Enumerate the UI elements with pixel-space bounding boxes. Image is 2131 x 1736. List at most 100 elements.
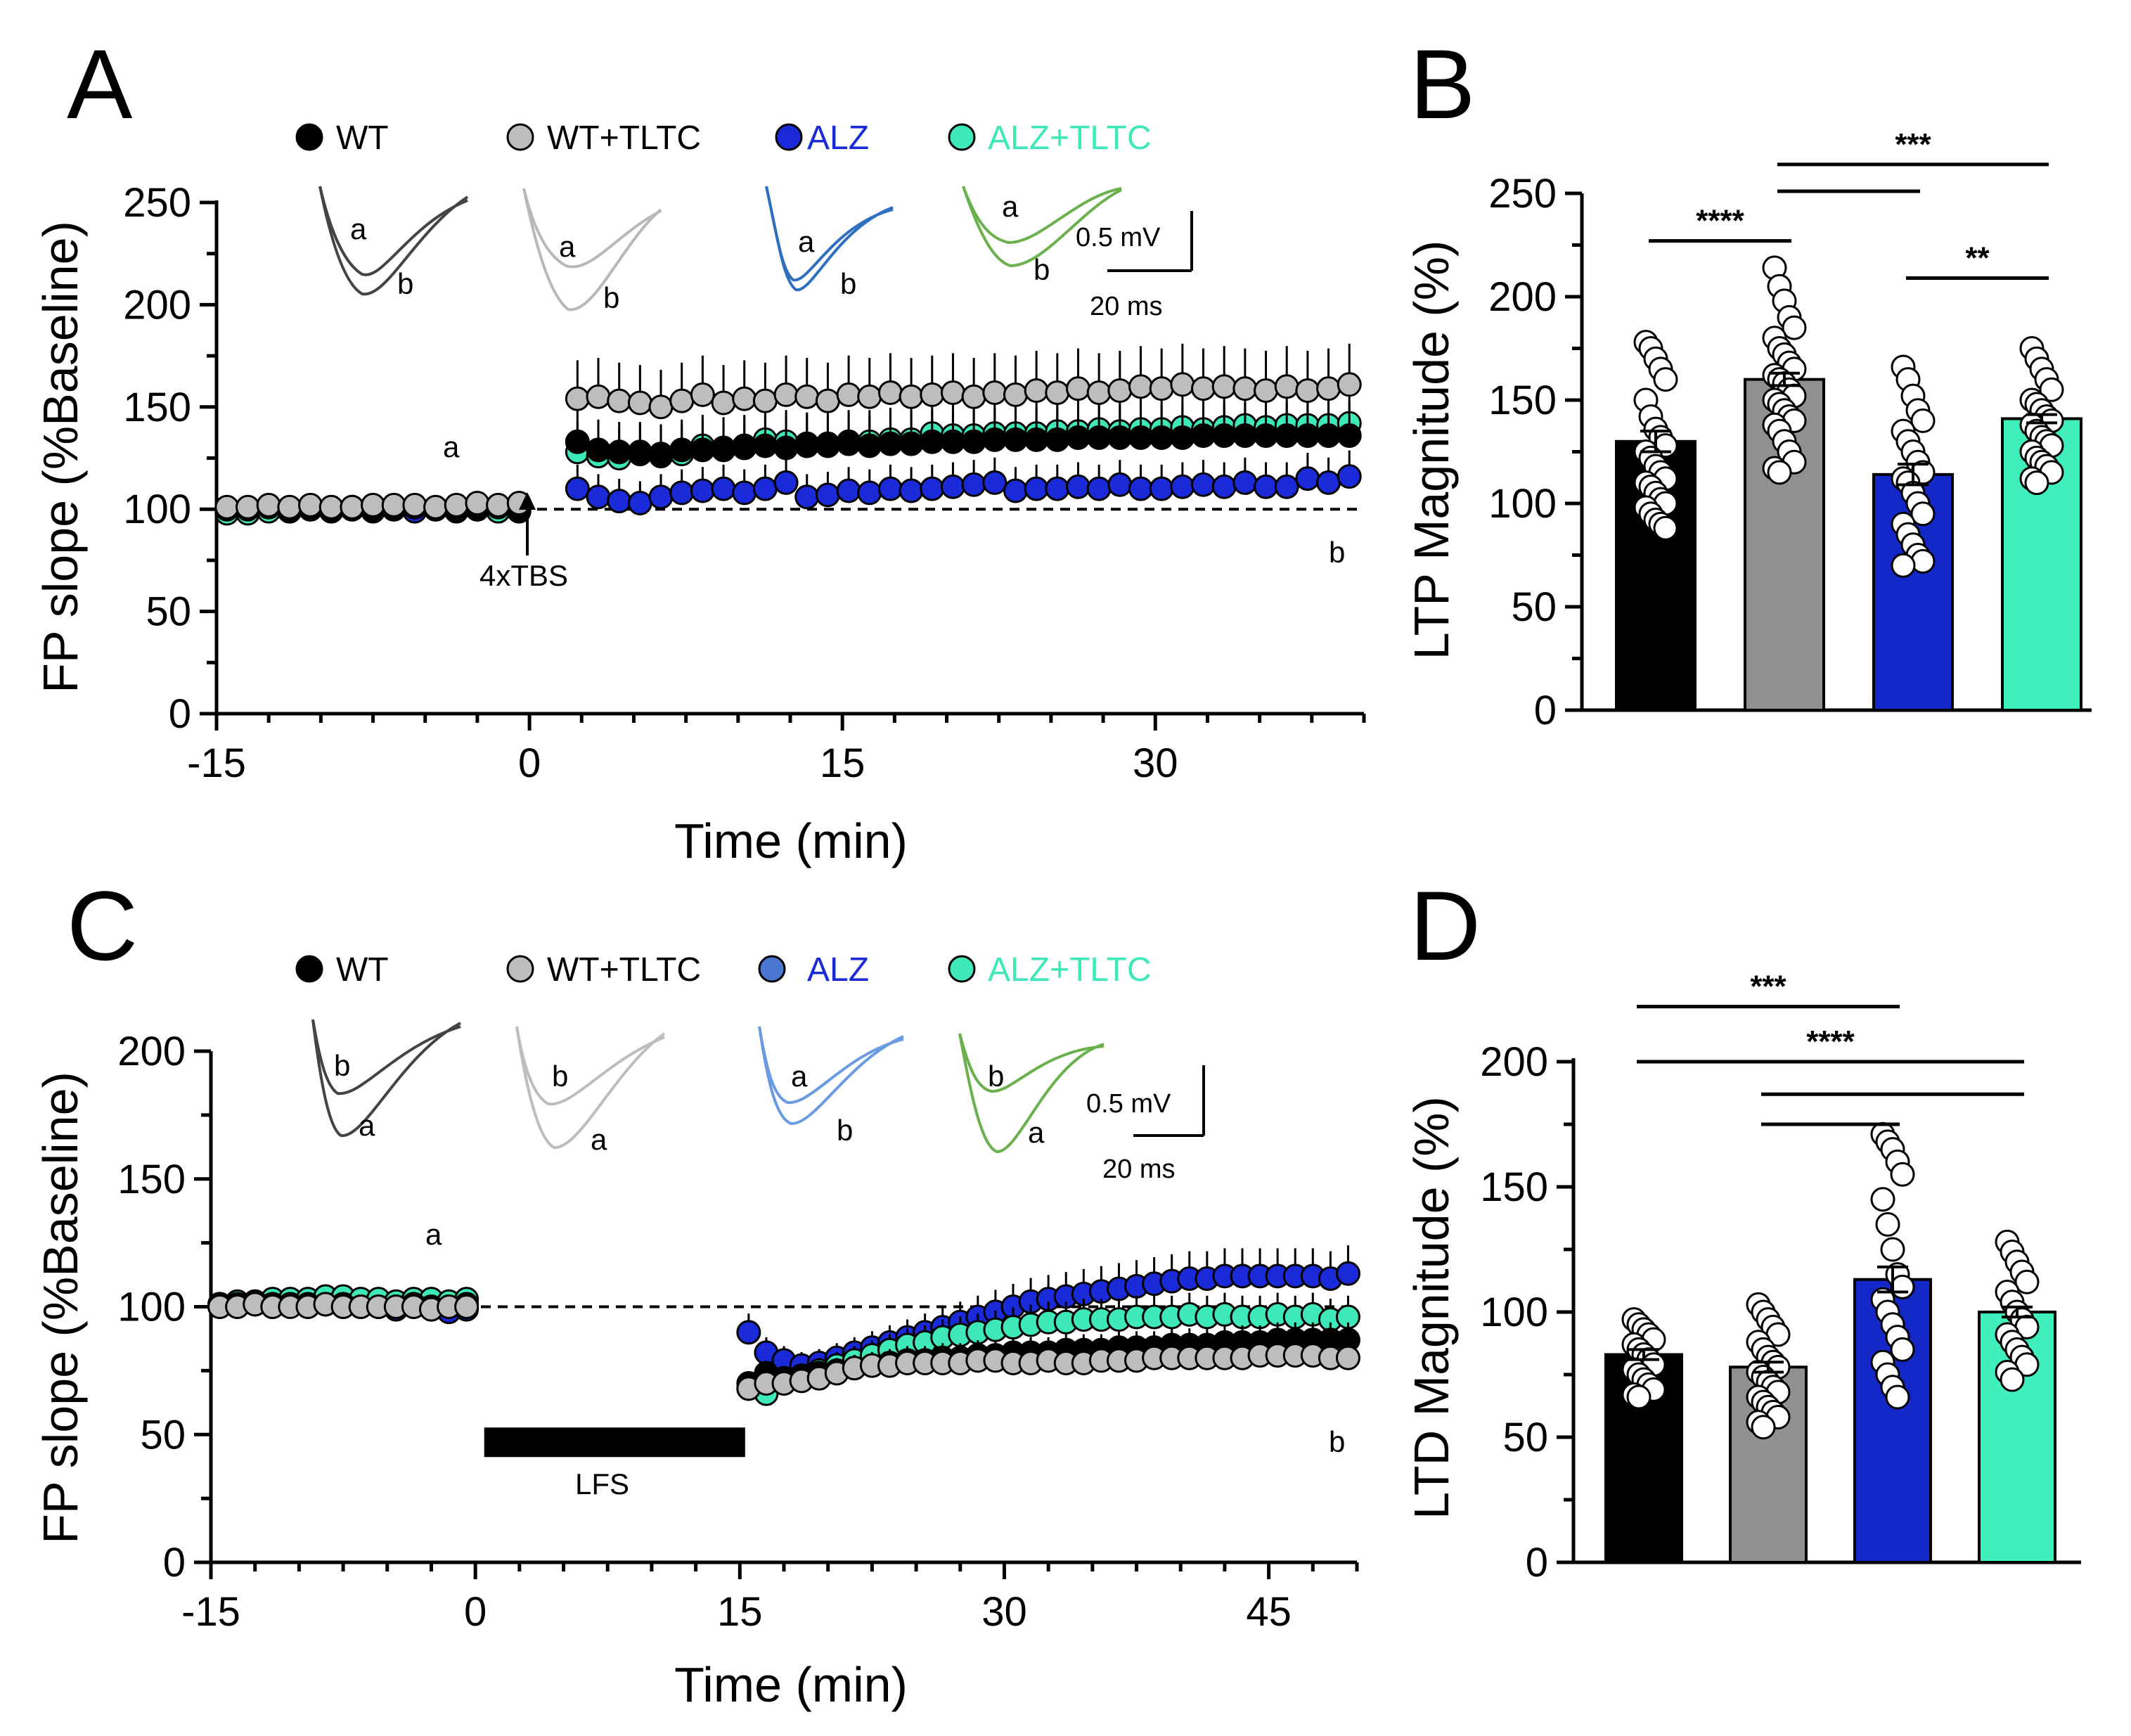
plot-b-data-point [1767,460,1792,485]
plot-a-point [381,492,406,517]
legend-a-marker-alz [775,123,803,151]
legend-a-marker-wt [295,123,323,151]
plot-a-point [1211,474,1237,499]
plot-a-point [1065,474,1090,499]
plot-c-ytick-label: 150 [117,1157,186,1202]
plot-a-ytick-label: 50 [146,589,191,635]
plot-a-point [794,433,820,458]
legend-c-label-alz-tltc: ALZ+TLTC [988,951,1152,989]
plot-c-point [454,1294,479,1319]
plot-a-point [340,494,365,520]
plot-c-xtick-label: 0 [464,1589,487,1635]
plot-a-point [1149,376,1174,401]
plot-a-point [877,380,903,405]
plot-a-point [815,482,840,508]
plot-a-point [899,431,924,456]
plot-a-point [465,490,490,515]
plot-a-point [1274,474,1299,499]
plot-a-point [423,494,449,520]
plot-a-point [627,490,652,515]
legend-c-marker-wt-tltc [506,955,534,983]
plot-a-point [1337,372,1362,397]
plot-d-data-point [1885,1384,1910,1410]
plot-a-ytick-label: 100 [123,487,191,532]
plot-a-point [627,390,652,416]
plot-a-point [1003,478,1028,503]
plot-a-point [565,429,590,454]
plot-b-data-point [1891,553,1916,578]
plot-a-point [1149,425,1174,450]
plot-a-point [1065,376,1090,401]
panel-letter-a: A [67,29,133,139]
plot-a-point [607,489,632,514]
plot-a-point [752,476,778,501]
plot-d-ytick-label: 50 [1502,1415,1548,1460]
plot-b-data-point [1910,548,1936,574]
plot-b-ytick-label: 150 [1488,378,1557,423]
plot-b-sig-label: ** [1965,241,1990,276]
plot-a-point [1170,474,1195,499]
plot-d-data-point [1890,1162,1915,1187]
plot-a-point [982,470,1007,495]
trace-a-wt-first [318,186,468,276]
legend-a-marker-wt-tltc [506,123,534,151]
plot-a-xtick-label: 15 [820,740,865,786]
plot-a-point [961,472,986,497]
plot-c-ytick-label: 200 [117,1029,186,1074]
plot-a-point [836,382,861,407]
trace-a-wttltc-first [522,188,662,269]
legend-c-label-wt: WT [336,951,389,989]
plot-a-ytick-label: 250 [123,180,191,226]
plot-a-point [711,476,736,501]
panel-letter-c: C [67,870,138,981]
trace-c-wttltc-label-first: b [552,1060,568,1093]
plot-a-point [1295,378,1320,404]
plot-a-point [1316,423,1341,449]
plot-b-ytick-label: 200 [1488,274,1557,320]
plot-a-point [815,433,840,458]
trace-a-alz-second [765,186,894,292]
legend-c-marker-alz [758,955,786,983]
plot-d-data-point [1880,1237,1905,1262]
plot-c-ytick-label: 50 [140,1412,186,1458]
plot-b-data-point [1782,315,1807,340]
plot-a-point [1170,425,1195,450]
plot-c-point [736,1320,761,1345]
trace-a-wttltc-second [522,188,662,311]
plot-a-point [1024,476,1049,501]
plot-c-point [1335,1261,1360,1286]
plot-c-xtick-label: -15 [181,1589,240,1635]
plot-a-y-title: FP slope (%Baseline) [33,221,88,693]
plot-b-ytick-label: 0 [1534,688,1557,733]
plot-a-point [1086,476,1112,501]
plot-a-point [586,484,611,510]
plot-a-point [940,429,965,454]
plot-a-point [648,442,674,467]
plot-a-ytick-label: 0 [169,691,191,737]
plot-a-point [1254,378,1279,404]
plot-a-point [586,437,611,463]
trace-c-alztltc-second [958,1033,1105,1154]
plot-a-annot-b: b [1329,536,1345,569]
plot-c-annot-a: a [425,1218,442,1251]
plot-b-sig-label: **** [1696,204,1744,238]
plot-a-point [794,384,820,409]
legend-a-label-alz: ALZ [807,120,869,157]
plot-d-ytick-label: 0 [1526,1540,1548,1586]
trace-a-alztltc-first [962,186,1122,245]
plot-d-data-point [1626,1384,1652,1410]
trace-a-wt-second [318,186,469,296]
plot-b-y-title: LTP Magnitude (%) [1404,240,1459,660]
plot-b-data-point [2039,377,2064,402]
plot-a-point [1295,466,1320,491]
trace-a-wttltc-label-second: b [603,281,619,314]
plot-a-point [1065,425,1090,450]
trace-a-wt-label-second: b [397,267,413,300]
plot-c-series-wt-tltc [207,1292,1360,1401]
plot-a-point [1128,425,1154,450]
plot-a-annot-a: a [443,430,460,463]
trace-c-wt-second [311,1019,461,1138]
trace-a-wttltc-label-first: a [559,230,576,263]
